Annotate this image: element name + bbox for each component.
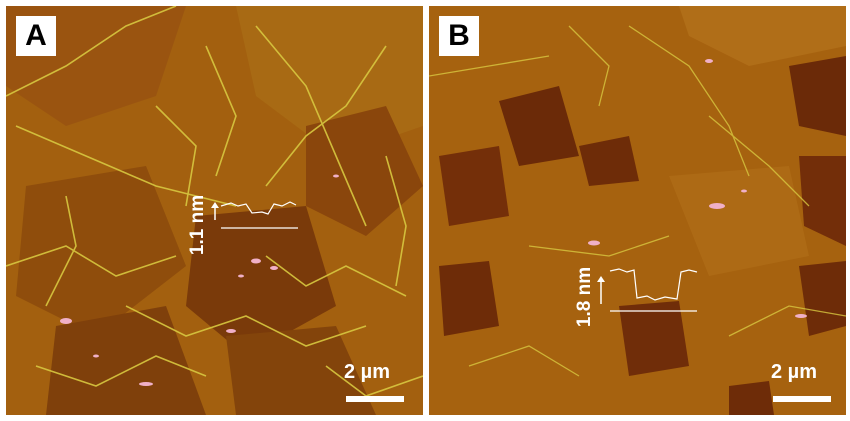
afm-image-panel-b: B 1.8 nm 2 µm [429,6,846,415]
afm-image-panel-a: A 1.1 nm 2 µm [6,6,423,415]
height-step-label-b: 1.8 nm [574,266,596,328]
up-arrow-head-icon [597,276,605,282]
scale-bar-label-b: 2 µm [771,361,817,383]
panel-label-a: A [16,16,56,56]
up-arrow-head-icon [211,202,219,208]
afm-topography-b [429,6,846,415]
height-profile-trace-b [609,268,698,301]
height-profile-trace-a [220,201,297,215]
scale-bar-b [773,396,831,402]
panel-label-b: B [439,16,479,56]
afm-topography-a [6,6,423,415]
scale-bar-label-a: 2 µm [344,361,390,383]
scale-bar-a [346,396,404,402]
height-step-label-a: 1.1 nm [187,194,209,256]
